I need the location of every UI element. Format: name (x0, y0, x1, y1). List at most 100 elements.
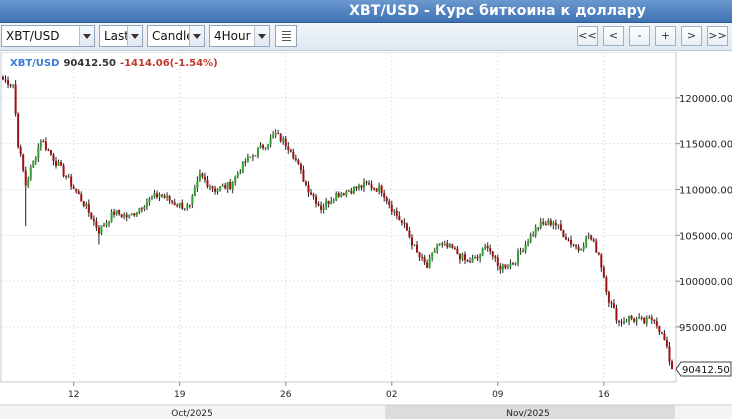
toolbar: XBT/USD Last Candle 4Hour << < - + > >> (0, 23, 732, 51)
candle-body (246, 156, 249, 163)
y-tick-label: 120000.00 (679, 94, 732, 105)
candle-body (443, 243, 446, 245)
data-table-button[interactable] (275, 25, 297, 47)
candle-body (113, 211, 116, 215)
candle-body (317, 203, 320, 206)
candle-body (410, 237, 413, 246)
candle-body (173, 202, 176, 206)
candle-body (57, 162, 60, 166)
candle-body (269, 137, 272, 145)
candle-body (368, 183, 371, 185)
candle-body (557, 224, 560, 226)
candle-body (143, 206, 146, 209)
candle-body (547, 220, 550, 225)
candle-body (150, 197, 153, 199)
candle-body (597, 252, 600, 255)
candle-body (292, 151, 295, 159)
candle-body (128, 214, 131, 218)
candle-body (501, 264, 504, 270)
candle-body (388, 201, 391, 205)
candle-body (524, 244, 527, 252)
candle-body (347, 190, 350, 192)
candle-body (529, 235, 532, 243)
candle-body (628, 315, 631, 322)
candle-body (405, 223, 408, 231)
candle-body (52, 154, 55, 161)
candle-body (345, 191, 348, 196)
candle-body (527, 242, 530, 245)
candle-body (254, 155, 257, 157)
zoom-in-button[interactable]: + (655, 26, 676, 46)
candle-body (466, 260, 469, 262)
candle-body (572, 244, 575, 246)
candle-body (486, 246, 489, 249)
scroll-left-button[interactable]: < (603, 26, 624, 46)
x-tick-label: 02 (386, 390, 397, 400)
candle-body (567, 239, 570, 241)
candle-body (92, 219, 95, 222)
candle-body (133, 213, 136, 216)
price-field-select[interactable]: Last (99, 25, 143, 47)
x-tick-label: 09 (492, 390, 504, 400)
chevron-down-icon (127, 26, 142, 46)
candle-body (638, 317, 641, 320)
scroll-end-button[interactable]: >> (707, 26, 728, 46)
candle-body (532, 235, 535, 237)
candle-body (7, 80, 10, 85)
candle-body (653, 319, 656, 322)
x-tick-label: 12 (68, 390, 79, 400)
candle-body (398, 215, 401, 221)
candle-body (595, 241, 598, 253)
candle-body (19, 147, 22, 155)
interval-select[interactable]: 4Hour (209, 25, 270, 47)
candle-body (357, 185, 360, 189)
candle-body (153, 193, 156, 198)
candle-body (660, 332, 663, 334)
candle-body (29, 167, 32, 180)
y-tick-label: 105000.00 (679, 231, 732, 242)
x-tick-label: 26 (280, 390, 292, 400)
candle-body (587, 235, 590, 237)
candle-body (294, 158, 297, 161)
plot-area (0, 51, 677, 383)
candle-body (287, 146, 290, 150)
zoom-out-button[interactable]: - (629, 26, 650, 46)
candle-body (564, 237, 567, 240)
chart-style-select[interactable]: Candle (147, 25, 205, 47)
candle-body (375, 188, 378, 192)
candlestick-chart[interactable]: 95000.00 100000.00 105000.00 110000.00 11500… (0, 51, 732, 419)
candle-body (438, 243, 441, 245)
candle-body (383, 192, 386, 198)
candle-body (4, 79, 7, 81)
candle-body (70, 176, 73, 187)
candle-body (517, 251, 520, 263)
candle-body (592, 239, 595, 242)
scroll-right-button[interactable]: > (681, 26, 702, 46)
candle-body (176, 205, 179, 207)
candle-body (451, 244, 454, 248)
scroll-start-button[interactable]: << (577, 26, 598, 46)
chart-area[interactable]: 95000.00 100000.00 105000.00 110000.00 11500… (0, 51, 732, 419)
candle-body (458, 254, 461, 260)
candle-body (234, 176, 237, 183)
candle-body (259, 144, 262, 149)
candle-body (158, 194, 161, 198)
candle-body (580, 249, 583, 251)
chevron-down-icon (189, 26, 204, 46)
candle-body (645, 317, 648, 324)
candle-body (625, 321, 628, 323)
candle-body (181, 202, 184, 209)
candle-body (256, 148, 259, 156)
list-icon (282, 31, 291, 41)
price-field-value: Last (104, 29, 129, 43)
symbol-select[interactable]: XBT/USD (1, 25, 95, 47)
candle-body (241, 161, 244, 174)
candle-body (168, 195, 171, 201)
candle-body (610, 302, 613, 304)
candle-body (22, 154, 25, 171)
candle-body (297, 160, 300, 164)
candle-body (441, 243, 444, 245)
candle-body (479, 255, 482, 259)
candle-body (559, 224, 562, 231)
candle-body (461, 254, 464, 260)
